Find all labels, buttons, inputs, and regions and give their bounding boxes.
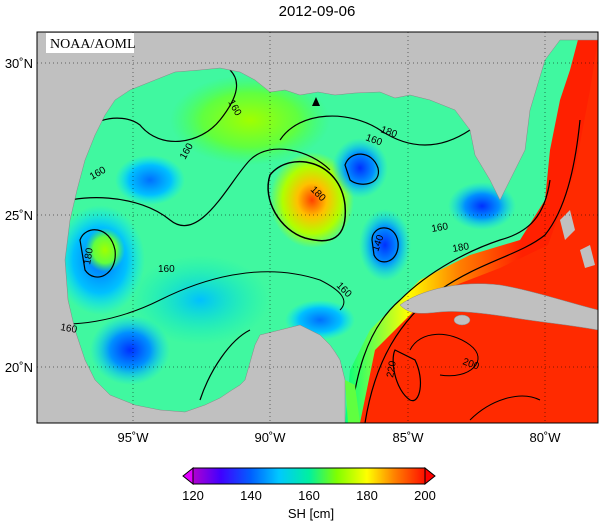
southwest-blue <box>90 315 170 385</box>
colorbar-tick-120: 120 <box>182 488 204 503</box>
station-marker-icon <box>312 97 320 106</box>
east-blue-eddy <box>448 182 516 230</box>
lon-labels: 95˚W 90˚W 85˚W 80˚W <box>117 430 561 445</box>
eddy-blue-south <box>359 209 411 281</box>
map-title: 2012-09-06 <box>279 3 356 20</box>
land-cuba <box>399 283 598 331</box>
central-cyan <box>130 255 270 345</box>
warm-core-red <box>360 40 598 423</box>
northwest-blue <box>115 155 185 205</box>
lon-label-80w: 80˚W <box>529 430 561 445</box>
lat-labels: 30˚N 25˚N 20˚N <box>5 56 33 375</box>
colorbar-tick-160: 160 <box>298 488 320 503</box>
lon-label-95w: 95˚W <box>117 430 149 445</box>
colorbar-tick-140: 140 <box>240 488 262 503</box>
lat-label-30n: 30˚N <box>5 56 33 71</box>
contour-label: 180 <box>82 247 96 266</box>
colorbar: 120 140 160 180 200 SH [cm] <box>182 466 436 521</box>
graticule <box>37 32 598 423</box>
yucatan-shelf <box>345 380 360 423</box>
lon-label-90w: 90˚W <box>254 430 286 445</box>
credit-box <box>46 33 134 53</box>
colorbar-bar <box>192 467 426 485</box>
map-frame <box>36 31 599 424</box>
colorbar-left-arrow <box>182 466 194 486</box>
north-green <box>170 75 330 165</box>
contour-label: 220 <box>385 360 399 379</box>
contour-lines <box>37 44 581 423</box>
contour-label: 160 <box>431 221 450 235</box>
map-area <box>37 32 598 423</box>
colorbar-label: SH [cm] <box>288 506 334 521</box>
colorbar-tick-180: 180 <box>356 488 378 503</box>
contour-label: 160 <box>59 322 78 336</box>
colorbar-right-arrow <box>424 466 436 486</box>
lat-label-20n: 20˚N <box>5 360 33 375</box>
land-north-america <box>37 32 598 423</box>
lat-label-25n: 25˚N <box>5 208 33 223</box>
contour-label: 160 <box>158 264 175 275</box>
credit-text: NOAA/AOML <box>50 37 136 52</box>
eddy-blue-north <box>332 138 388 198</box>
land-bahamas-2 <box>580 245 595 268</box>
land-isle-of-youth <box>453 314 471 326</box>
colorbar-tick-200: 200 <box>414 488 436 503</box>
contour-label: 180 <box>452 241 471 255</box>
lon-label-85w: 85˚W <box>392 430 424 445</box>
land-bahamas <box>560 210 575 240</box>
